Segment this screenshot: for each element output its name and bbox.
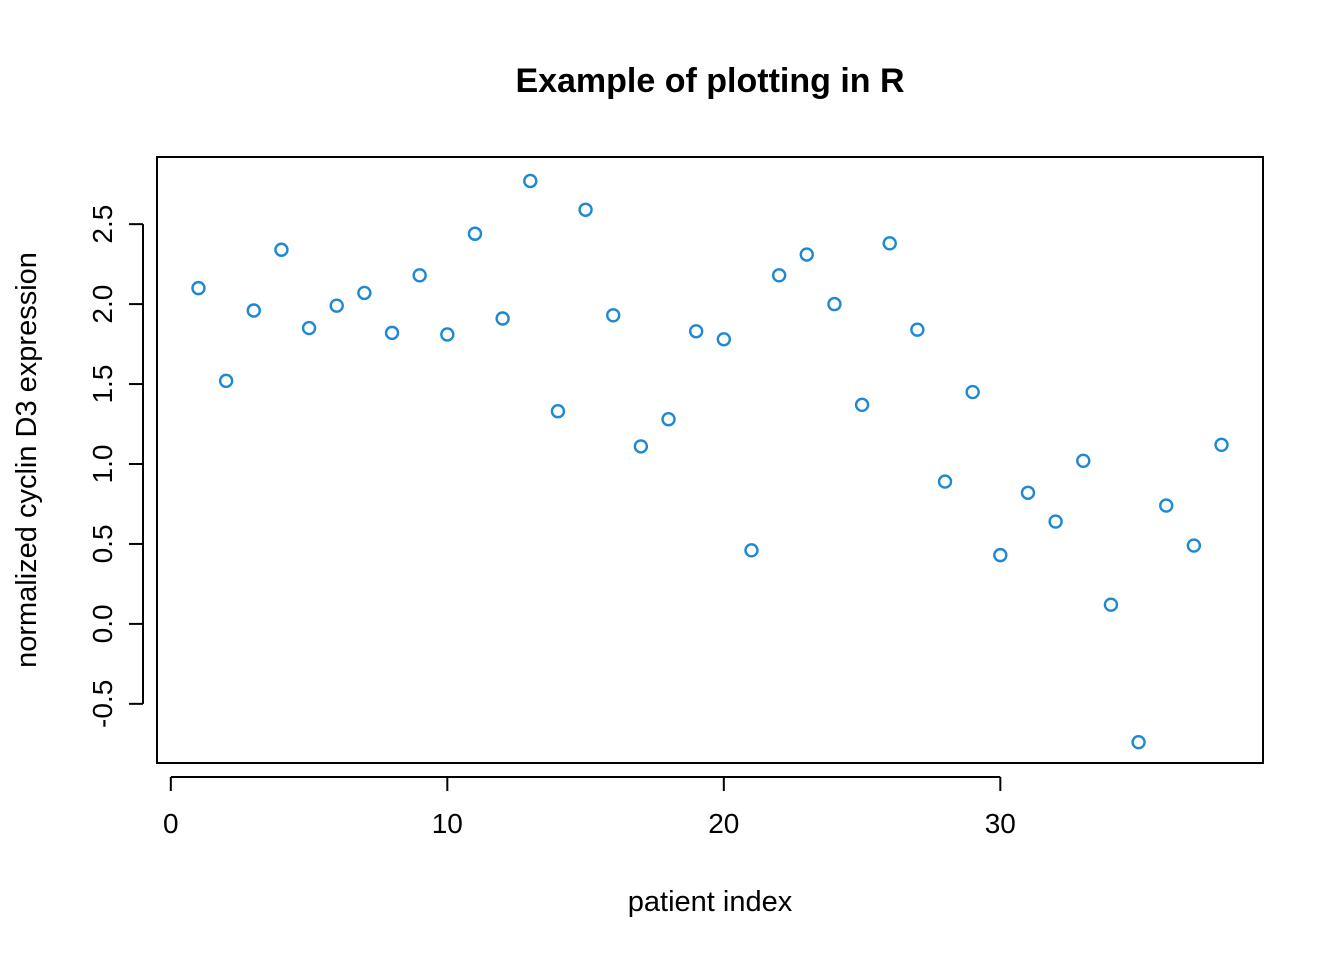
data-point [633,439,649,454]
data-point [688,324,704,339]
y-axis: -0.5 0.0 0.5 1.0 1.5 2.0 2.5 [87,205,144,728]
data-point [661,412,676,427]
data-point [1103,597,1119,612]
data-point [467,226,483,241]
data-point [937,474,953,489]
x-axis-label: patient index [628,886,793,918]
data-point [246,303,261,318]
data-point [578,202,593,217]
x-tick-label: 20 [708,808,739,839]
data-point [854,397,870,413]
y-tick-label: 2.5 [87,205,118,244]
y-axis-label: normalized cyclin D3 expression [11,252,43,668]
data-point [744,543,759,558]
data-point [799,247,814,262]
x-tick-label: 30 [985,808,1016,839]
data-point [771,268,787,283]
data-point [1159,498,1174,513]
data-point [1076,453,1091,468]
data-point [384,325,400,341]
data-point [1048,514,1063,529]
data-point [301,320,317,336]
y-tick-label: 1.0 [87,445,118,484]
data-point [965,384,980,400]
data-point [412,268,427,283]
y-tick-label: 0.0 [87,604,118,643]
data-point [329,298,344,313]
data-points [191,173,1229,750]
x-tick-label: 10 [432,808,463,839]
data-point [191,280,206,296]
data-point [274,242,289,257]
y-tick-label: 2.0 [87,285,118,324]
data-point [495,311,510,326]
data-point [993,547,1008,563]
y-tick-label: 1.5 [87,365,118,404]
data-point [440,327,455,342]
data-point [1131,735,1146,750]
data-point [523,173,538,189]
x-axis: 0 10 20 30 [163,776,1016,839]
plot-area [156,156,1264,764]
data-point [910,322,925,337]
data-point [827,296,842,312]
data-point [716,332,732,347]
data-point [606,308,621,323]
data-point [550,404,566,419]
data-point [882,236,897,251]
data-point [357,285,372,301]
y-tick-label: 0.5 [87,524,118,563]
chart-title: Example of plotting in R [515,62,904,100]
x-tick-label: 0 [163,808,179,839]
data-point [1214,437,1229,453]
data-point [1186,538,1202,553]
data-point [218,373,234,389]
y-tick-label: -0.5 [87,680,118,728]
data-point [1020,485,1036,500]
